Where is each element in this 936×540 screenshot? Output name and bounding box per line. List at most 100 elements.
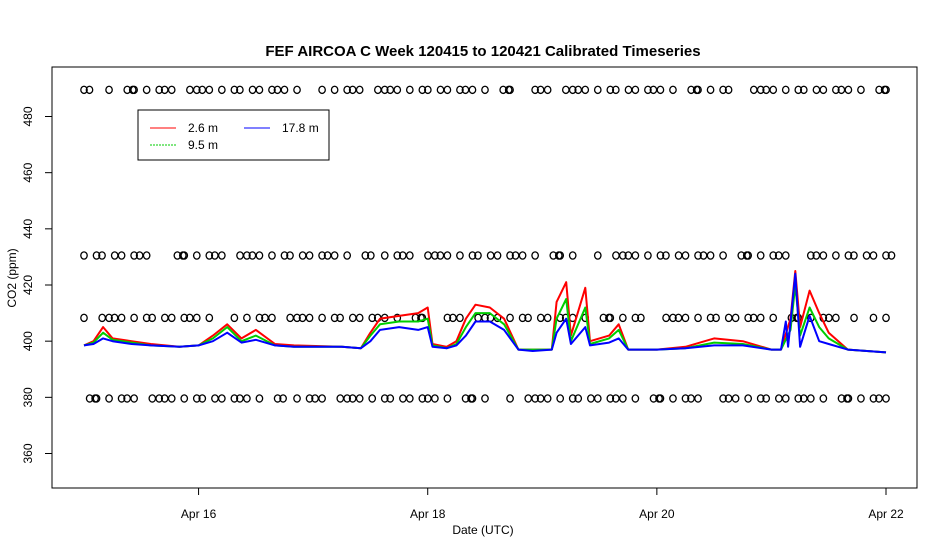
calibration-marker bbox=[330, 251, 339, 260]
calibration-marker bbox=[669, 394, 677, 403]
calibration-marker bbox=[606, 313, 615, 323]
x-tick-label: Apr 18 bbox=[410, 507, 446, 521]
calibration-marker bbox=[355, 394, 364, 403]
calibration-marker bbox=[205, 251, 214, 260]
calibration-marker bbox=[298, 251, 307, 260]
calibration-marker bbox=[769, 85, 778, 95]
calibration-marker bbox=[724, 313, 733, 323]
calibration-marker bbox=[192, 394, 201, 403]
calibration-marker bbox=[806, 394, 815, 403]
x-axis-label: Date (UTC) bbox=[452, 523, 513, 537]
calibration-marker bbox=[593, 394, 602, 403]
calibration-marker bbox=[794, 394, 803, 403]
calibration-marker bbox=[255, 394, 264, 403]
calibration-marker bbox=[318, 394, 326, 403]
calibration-marker bbox=[882, 313, 890, 323]
calibration-marker bbox=[694, 251, 702, 260]
calibration-marker bbox=[669, 85, 677, 95]
calibration-marker bbox=[481, 394, 489, 403]
calibration-marker bbox=[882, 394, 890, 403]
calibration-marker bbox=[887, 251, 896, 260]
calibration-marker bbox=[155, 85, 164, 95]
calibration-marker bbox=[217, 394, 226, 403]
calibration-marker bbox=[167, 394, 176, 403]
calibration-marker bbox=[806, 251, 815, 260]
calibration-marker bbox=[380, 394, 389, 403]
calibration-marker bbox=[486, 251, 495, 260]
calibration-marker bbox=[160, 313, 169, 323]
calibration-marker bbox=[568, 251, 577, 260]
y-tick-label: 400 bbox=[21, 331, 35, 351]
legend-label-2-6m: 2.6 m bbox=[188, 121, 218, 135]
calibration-marker bbox=[456, 251, 464, 260]
calibration-marker bbox=[361, 251, 370, 260]
calibration-marker bbox=[850, 251, 858, 260]
calibration-marker bbox=[812, 85, 821, 95]
calibration-marker bbox=[506, 394, 514, 403]
calibration-marker bbox=[618, 394, 627, 403]
calibration-marker bbox=[230, 85, 239, 95]
calibration-marker bbox=[869, 251, 878, 260]
calibration-marker bbox=[524, 313, 532, 323]
calibration-marker bbox=[255, 313, 264, 323]
calibration-marker bbox=[180, 394, 189, 403]
calibration-marker bbox=[418, 313, 427, 323]
calibration-marker bbox=[142, 85, 151, 95]
calibration-marker bbox=[80, 251, 88, 260]
y-tick-label: 440 bbox=[21, 219, 35, 239]
calibration-marker bbox=[794, 85, 803, 95]
calibration-marker bbox=[481, 85, 489, 95]
calibration-marker bbox=[781, 251, 790, 260]
calibration-marker bbox=[712, 313, 720, 323]
calibration-marker bbox=[105, 394, 113, 403]
calibration-marker bbox=[631, 251, 640, 260]
calibration-marker bbox=[192, 251, 201, 260]
calibration-marker bbox=[330, 85, 339, 95]
calibration-marker bbox=[98, 251, 106, 260]
calibration-marker bbox=[85, 85, 94, 95]
calibration-marker bbox=[436, 85, 445, 95]
series-line-0 bbox=[83, 270, 887, 354]
calibration-marker bbox=[305, 394, 314, 403]
calibration-marker bbox=[192, 85, 201, 95]
calibration-marker bbox=[731, 394, 740, 403]
calibration-marker bbox=[756, 313, 765, 323]
calibration-marker bbox=[631, 85, 640, 95]
calibration-marker bbox=[756, 85, 765, 95]
calibration-marker bbox=[581, 85, 590, 95]
calibration-marker bbox=[305, 313, 314, 323]
calibration-marker bbox=[80, 313, 88, 323]
calibration-marker bbox=[719, 85, 727, 95]
legend-label-17-8m: 17.8 m bbox=[282, 121, 319, 135]
calibration-marker bbox=[380, 251, 389, 260]
calibration-marker bbox=[155, 394, 164, 403]
chart-title: FEF AIRCOA C Week 120415 to 120421 Calib… bbox=[265, 43, 700, 60]
calibration-marker bbox=[248, 85, 257, 95]
calibration-marker bbox=[531, 394, 539, 403]
calibration-marker bbox=[844, 394, 853, 403]
calibration-marker bbox=[424, 251, 432, 260]
calibration-marker bbox=[769, 251, 778, 260]
calibration-marker bbox=[543, 394, 552, 403]
calibration-marker bbox=[293, 85, 301, 95]
calibration-marker bbox=[305, 251, 314, 260]
calibration-marker bbox=[405, 394, 414, 403]
calibration-marker bbox=[117, 394, 126, 403]
calibration-marker bbox=[506, 85, 514, 95]
calibration-marker bbox=[243, 313, 251, 323]
calibration-marker bbox=[468, 85, 477, 95]
calibration-marker bbox=[348, 313, 357, 323]
calibration-marker bbox=[443, 313, 452, 323]
calibration-marker bbox=[192, 313, 201, 323]
calibration-marker bbox=[844, 85, 853, 95]
calibration-marker bbox=[681, 251, 690, 260]
calibration-marker bbox=[386, 394, 395, 403]
calibration-marker bbox=[148, 313, 157, 323]
calibration-marker bbox=[832, 251, 840, 260]
calibration-marker bbox=[882, 251, 890, 260]
calibration-marker bbox=[80, 85, 88, 95]
calibration-marker bbox=[531, 85, 539, 95]
calibration-marker bbox=[456, 313, 464, 323]
calibration-marker bbox=[443, 85, 452, 95]
calibration-marker bbox=[405, 85, 414, 95]
